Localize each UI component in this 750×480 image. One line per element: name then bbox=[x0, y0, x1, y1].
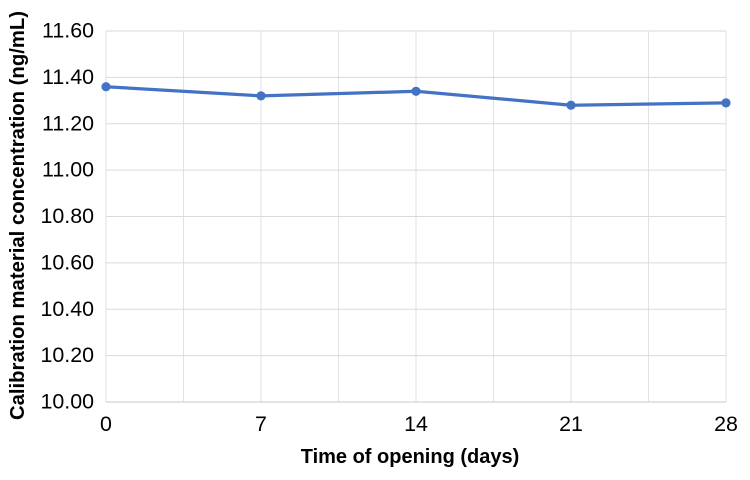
svg-text:Time of opening (days): Time of opening (days) bbox=[301, 446, 520, 468]
svg-text:28: 28 bbox=[714, 412, 738, 436]
svg-text:11.00: 11.00 bbox=[42, 158, 94, 182]
svg-text:0: 0 bbox=[100, 412, 112, 436]
svg-text:21: 21 bbox=[559, 412, 583, 436]
svg-text:10.40: 10.40 bbox=[40, 297, 94, 321]
svg-text:7: 7 bbox=[255, 412, 267, 436]
svg-text:10.60: 10.60 bbox=[40, 250, 94, 274]
svg-text:10.00: 10.00 bbox=[40, 390, 94, 414]
svg-text:10.20: 10.20 bbox=[40, 343, 94, 367]
svg-text:11.60: 11.60 bbox=[42, 19, 94, 43]
svg-text:14: 14 bbox=[404, 412, 428, 436]
svg-text:11.20: 11.20 bbox=[42, 111, 94, 135]
svg-text:11.40: 11.40 bbox=[42, 65, 94, 89]
svg-text:Calibration material concentra: Calibration material concentration (ng/m… bbox=[7, 11, 29, 420]
svg-text:10.80: 10.80 bbox=[40, 204, 94, 228]
